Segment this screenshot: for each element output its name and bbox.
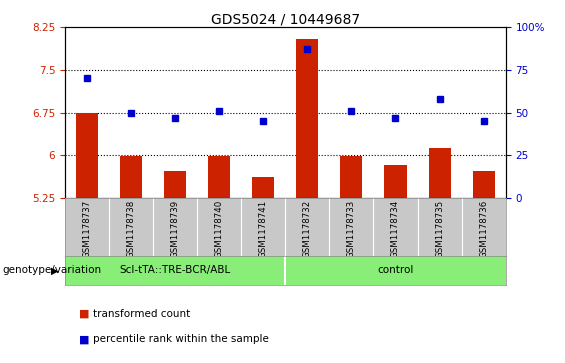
Bar	[472, 171, 494, 198]
Title: GDS5024 / 10449687: GDS5024 / 10449687	[211, 12, 360, 26]
Text: GSM1178733: GSM1178733	[347, 200, 356, 258]
Text: control: control	[377, 265, 414, 276]
Text: GSM1178738: GSM1178738	[127, 200, 136, 258]
Text: percentile rank within the sample: percentile rank within the sample	[93, 334, 269, 344]
Text: transformed count: transformed count	[93, 309, 190, 319]
Bar	[164, 171, 186, 198]
Text: GSM1178736: GSM1178736	[479, 200, 488, 258]
Bar	[428, 148, 451, 198]
Bar	[120, 156, 142, 198]
Bar	[384, 166, 406, 198]
Text: GSM1178735: GSM1178735	[435, 200, 444, 258]
Text: GSM1178737: GSM1178737	[82, 200, 92, 258]
Text: ▶: ▶	[51, 265, 58, 276]
Bar	[252, 177, 275, 198]
Text: ■: ■	[79, 334, 90, 344]
Text: GSM1178740: GSM1178740	[215, 200, 224, 258]
Text: genotype/variation: genotype/variation	[3, 265, 102, 276]
Bar	[340, 156, 363, 198]
Text: GSM1178734: GSM1178734	[391, 200, 400, 258]
Bar	[76, 113, 98, 198]
Bar	[208, 156, 231, 198]
Bar	[296, 38, 318, 198]
Text: ■: ■	[79, 309, 90, 319]
Text: GSM1178732: GSM1178732	[303, 200, 312, 258]
Text: GSM1178739: GSM1178739	[171, 200, 180, 258]
Text: GSM1178741: GSM1178741	[259, 200, 268, 258]
Text: ScI-tTA::TRE-BCR/ABL: ScI-tTA::TRE-BCR/ABL	[120, 265, 231, 276]
